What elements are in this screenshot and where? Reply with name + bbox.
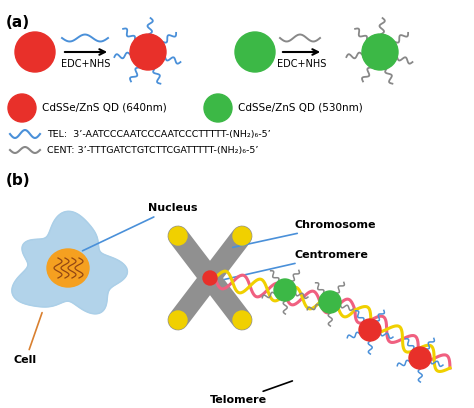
Ellipse shape bbox=[47, 249, 89, 287]
Circle shape bbox=[15, 32, 55, 72]
Text: Telomere: Telomere bbox=[210, 381, 292, 405]
Text: (b): (b) bbox=[6, 173, 31, 188]
Text: EDC+NHS: EDC+NHS bbox=[277, 59, 327, 69]
Circle shape bbox=[409, 347, 431, 369]
Circle shape bbox=[235, 32, 275, 72]
Circle shape bbox=[8, 94, 36, 122]
Text: EDC+NHS: EDC+NHS bbox=[61, 59, 111, 69]
Polygon shape bbox=[12, 211, 128, 314]
Circle shape bbox=[233, 227, 251, 245]
Circle shape bbox=[130, 34, 166, 70]
Text: CdSSe/ZnS QD (530nm): CdSSe/ZnS QD (530nm) bbox=[238, 103, 363, 113]
Text: Chromosome: Chromosome bbox=[233, 220, 376, 247]
Circle shape bbox=[203, 271, 217, 285]
Text: (a): (a) bbox=[6, 15, 30, 30]
Circle shape bbox=[204, 94, 232, 122]
Text: Cell: Cell bbox=[14, 313, 42, 365]
Circle shape bbox=[233, 311, 251, 329]
Circle shape bbox=[319, 291, 341, 313]
Text: Nucleus: Nucleus bbox=[82, 203, 198, 251]
Circle shape bbox=[359, 319, 381, 341]
Text: CdSSe/ZnS QD (640nm): CdSSe/ZnS QD (640nm) bbox=[42, 103, 167, 113]
Circle shape bbox=[169, 311, 187, 329]
Text: CENT: 3’-TTTGATCTGTCTTCGATTTTT-(NH₂)₆-5’: CENT: 3’-TTTGATCTGTCTTCGATTTTT-(NH₂)₆-5’ bbox=[47, 146, 258, 155]
Circle shape bbox=[362, 34, 398, 70]
Text: TEL:  3’-AATCCCAATCCCAATCCCTTTTT-(NH₂)₆-5’: TEL: 3’-AATCCCAATCCCAATCCCTTTTT-(NH₂)₆-5… bbox=[47, 129, 271, 138]
Circle shape bbox=[274, 279, 296, 301]
Text: Centromere: Centromere bbox=[225, 250, 369, 279]
Circle shape bbox=[169, 227, 187, 245]
